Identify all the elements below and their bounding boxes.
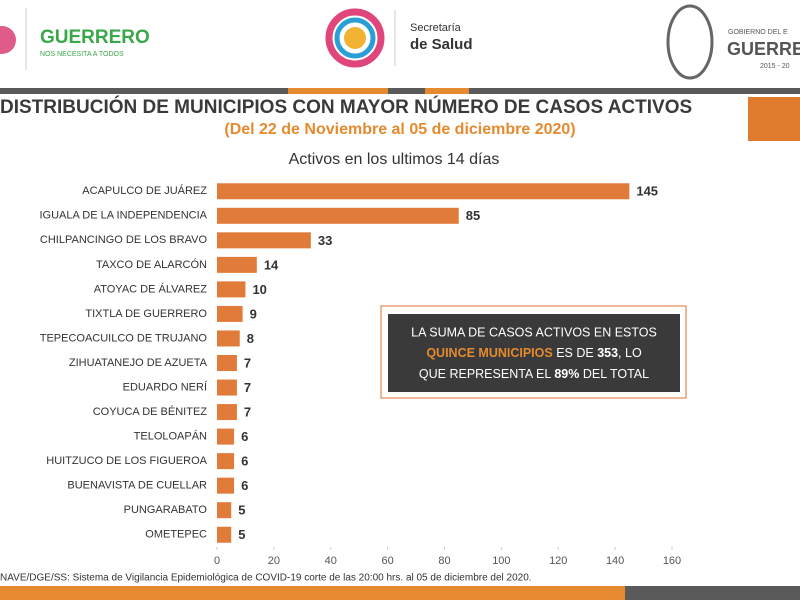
gov: GOBIERNO DEL E (728, 29, 788, 36)
bar (217, 256, 257, 273)
bar (217, 526, 232, 543)
value-label: 85 (466, 208, 480, 223)
y-tick-label: TAXCO DE ALARCÓN (96, 258, 207, 271)
bar (217, 207, 459, 224)
y-tick-label: ATOYAC DE ÁLVAREZ (94, 282, 208, 295)
x-tick-label: 60 (382, 555, 394, 567)
y-tick-label: COYUCA DE BÉNITEZ (93, 405, 208, 418)
dept: Secretaría (410, 22, 462, 34)
y-tick-label: OMETEPEC (145, 529, 207, 541)
footer-band (0, 586, 625, 600)
bar (217, 477, 235, 494)
x-tick-label: 120 (549, 555, 567, 567)
y-tick-label: ACAPULCO DE JUÁREZ (82, 184, 207, 197)
logo-left (0, 26, 16, 54)
title: DISTRIBUCIÓN DE MUNICIPIOS CON MAYOR NÚM… (0, 96, 692, 118)
y-tick-label: IGUALA DE LA INDEPENDENCIA (40, 210, 208, 222)
y-tick-label: TEPECOACUILCO DE TRUJANO (40, 332, 208, 344)
highlight: QUINCE MUNICIPIOS (426, 346, 552, 360)
x-tick-label: 40 (325, 555, 337, 567)
bar (217, 305, 243, 322)
header-band (288, 88, 388, 94)
value-label: 10 (252, 282, 266, 297)
value-label: 6 (241, 429, 248, 444)
value-label: 6 (241, 478, 248, 493)
callout-text: ES DE (553, 346, 597, 360)
bar (217, 428, 235, 445)
callout-text: QUE REPRESENTA EL 89% DEL TOTAL (419, 367, 649, 381)
bar (217, 330, 240, 347)
value-label: 5 (238, 503, 245, 518)
bar (217, 183, 630, 200)
header-band (425, 88, 469, 94)
header-band (0, 88, 800, 94)
brand: GUERRERO (40, 27, 150, 48)
dept: de Salud (410, 36, 473, 53)
callout-text: QUE REPRESENTA EL (419, 367, 554, 381)
source: NAVE/DGE/SS: Sistema de Vigilancia Epide… (0, 573, 532, 584)
value-label: 9 (250, 306, 257, 321)
y-tick-label: TIXTLA DE GUERRERO (85, 308, 207, 320)
y-tick-label: PUNGARABATO (124, 504, 208, 516)
bar (217, 453, 235, 470)
callout-text: LA SUMA DE CASOS ACTIVOS EN ESTOS (411, 325, 657, 339)
x-tick-label: 140 (606, 555, 624, 567)
logo-salud (325, 8, 385, 68)
value-label: 33 (318, 233, 332, 248)
y-tick-label: CHILPANCINGO DE LOS BRAVO (40, 234, 208, 246)
y-tick-label: ZIHUATANEJO DE AZUETA (69, 357, 208, 369)
value-label: 6 (241, 454, 248, 469)
callout (388, 314, 680, 392)
subtitle: (Del 22 de Noviembre al 05 de diciembre … (224, 121, 575, 138)
bar (217, 232, 311, 249)
highlight: 89% (554, 367, 579, 381)
chart-title: Activos en los ultimos 14 días (289, 151, 500, 168)
x-tick-label: 80 (438, 555, 450, 567)
callout-border (380, 305, 687, 399)
callout-text: DEL TOTAL (579, 367, 649, 381)
value-label: 8 (247, 331, 254, 346)
x-tick-label: 100 (492, 555, 510, 567)
y-tick-label: TELOLOAPÁN (134, 430, 207, 443)
logo-gov (666, 4, 714, 80)
slogan: NOS NECESITA A TODOS (40, 51, 124, 58)
x-tick-label: 160 (663, 555, 681, 567)
bar (217, 502, 232, 519)
value-label: 14 (264, 257, 279, 272)
value-label: 5 (238, 527, 245, 542)
bar (217, 379, 237, 396)
bar (217, 281, 246, 298)
y-tick-label: BUENAVISTA DE CUELLAR (67, 480, 207, 492)
gov: GUERRER (727, 39, 800, 59)
gov: 2015 - 20 (760, 63, 790, 70)
callout-text: QUINCE MUNICIPIOS ES DE 353, LO (426, 346, 642, 360)
highlight: 353 (597, 346, 618, 360)
value-label: 7 (244, 380, 251, 395)
callout-text: , LO (618, 346, 642, 360)
y-tick-label: EDUARDO NERÍ (123, 380, 208, 393)
x-tick-label: 0 (214, 555, 220, 567)
side-box (748, 97, 800, 141)
x-tick-label: 20 (268, 555, 280, 567)
value-label: 145 (636, 184, 658, 199)
value-label: 7 (244, 355, 251, 370)
bar (217, 355, 237, 371)
value-label: 7 (244, 405, 251, 420)
bar (217, 404, 237, 421)
y-tick-label: HUITZUCO DE LOS FIGUEROA (46, 455, 207, 467)
